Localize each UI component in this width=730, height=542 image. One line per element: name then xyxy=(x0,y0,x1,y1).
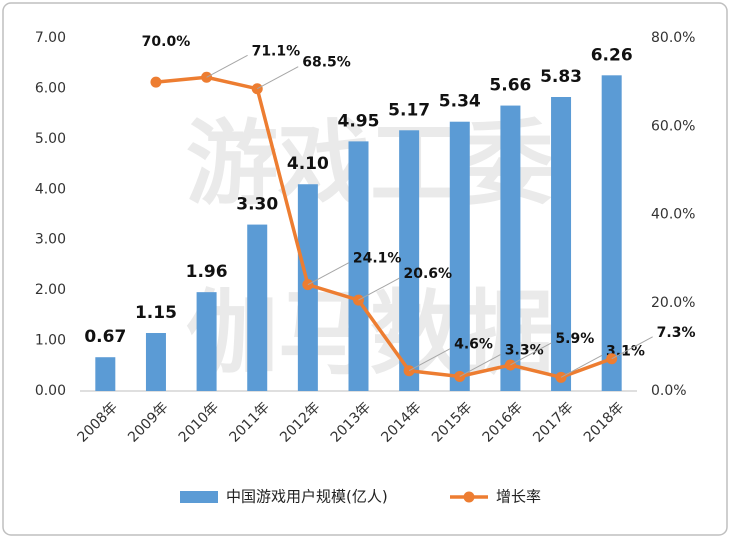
legend-swatch xyxy=(463,491,475,503)
line-value-label: 3.3% xyxy=(505,342,544,358)
legend-swatch xyxy=(180,491,218,503)
legend-label: 中国游戏用户规模(亿人) xyxy=(226,488,388,506)
y-tick-label: 3.00 xyxy=(35,232,66,248)
bar xyxy=(500,105,521,392)
legend-label: 增长率 xyxy=(496,488,541,506)
y2-tick-label: 40.0% xyxy=(651,207,695,223)
y2-tick-label: 60.0% xyxy=(651,118,695,134)
bar-value-label: 4.95 xyxy=(338,111,380,131)
y-tick-label: 6.00 xyxy=(35,80,66,96)
line-value-label: 20.6% xyxy=(404,266,453,282)
y-tick-label: 4.00 xyxy=(35,181,66,197)
leader-line xyxy=(510,342,552,366)
y-tick-label: 0.00 xyxy=(35,383,66,399)
watermark: 游戏工委 xyxy=(186,110,554,217)
leader-line xyxy=(408,348,451,372)
bar xyxy=(551,97,572,391)
y2-tick-label: 0.0% xyxy=(651,383,687,399)
leader-line xyxy=(560,354,603,378)
bar-value-label: 5.17 xyxy=(388,100,430,120)
line xyxy=(155,75,613,380)
watermark: 伽马数据 xyxy=(186,280,554,387)
leader-line xyxy=(358,277,400,301)
bar xyxy=(348,141,369,391)
bar xyxy=(399,130,420,391)
bar xyxy=(145,333,166,391)
bar xyxy=(196,292,217,391)
leader-line xyxy=(307,262,350,286)
y2-tick-label: 80.0% xyxy=(651,30,695,46)
bar-value-label: 5.66 xyxy=(489,76,531,96)
bar-value-label: 0.67 xyxy=(84,327,126,347)
line-value-label: 7.3% xyxy=(657,325,696,341)
line-value-label: 24.1% xyxy=(353,251,402,267)
bar-value-label: 6.26 xyxy=(591,45,633,65)
line-value-label: 70.0% xyxy=(142,34,191,50)
bar xyxy=(95,357,116,391)
leader-line xyxy=(611,336,653,360)
leader-line xyxy=(206,54,248,78)
line-value-label: 68.5% xyxy=(302,55,351,71)
bar-value-label: 1.96 xyxy=(186,262,228,282)
y-tick-label: 1.00 xyxy=(35,333,66,349)
bar-value-label: 3.30 xyxy=(236,195,278,215)
y-tick-label: 7.00 xyxy=(35,30,66,46)
bar-value-label: 1.15 xyxy=(135,303,177,323)
y-tick-label: 5.00 xyxy=(35,131,66,147)
bar xyxy=(601,75,622,392)
bar-value-label: 5.34 xyxy=(439,92,481,112)
bar xyxy=(247,224,268,391)
bar-value-label: 5.83 xyxy=(540,67,582,87)
leader-line xyxy=(256,66,299,90)
line-point xyxy=(504,359,516,371)
y-tick-label: 2.00 xyxy=(35,282,66,298)
bar-value-label: 4.10 xyxy=(287,154,329,174)
line-value-label: 71.1% xyxy=(252,43,301,59)
line-value-label: 4.6% xyxy=(454,337,493,353)
line-point xyxy=(150,76,162,88)
line-value-label: 5.9% xyxy=(555,331,594,347)
y2-tick-label: 20.0% xyxy=(651,295,695,311)
leader-line xyxy=(459,353,502,377)
bar xyxy=(449,121,470,391)
